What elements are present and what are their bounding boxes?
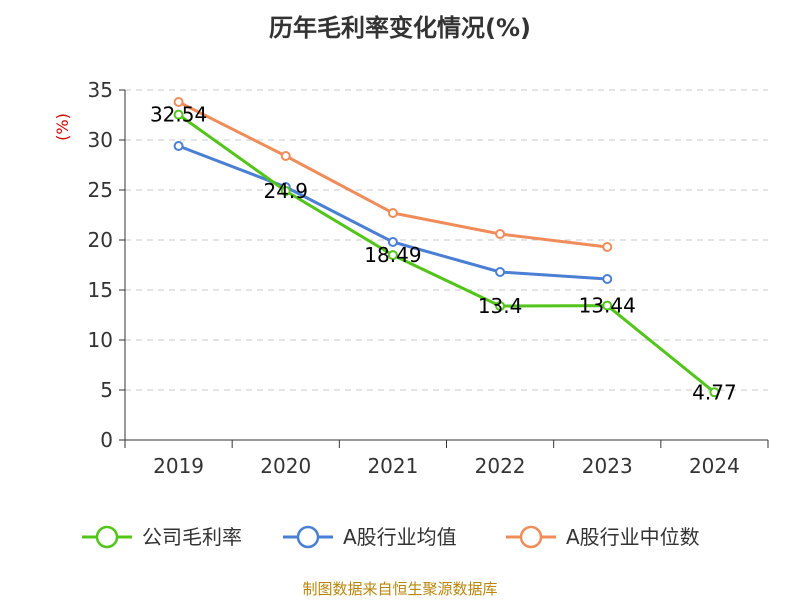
x-tick-label: 2022 — [475, 454, 526, 478]
legend-marker — [95, 525, 119, 549]
legend: 公司毛利率 A股行业均值 A股行业中位数 — [82, 525, 700, 549]
data-point — [173, 141, 184, 151]
y-tick-label: 20 — [88, 228, 113, 252]
y-tick-label: 30 — [88, 128, 113, 152]
x-tick-label: 2021 — [367, 454, 418, 478]
y-tick-label: 0 — [100, 428, 113, 452]
data-label: 32.54 — [150, 103, 207, 127]
legend-label: A股行业均值 — [343, 525, 457, 549]
data-point — [173, 109, 184, 120]
x-tick-label: 2024 — [689, 454, 740, 478]
legend-label: A股行业中位数 — [566, 525, 700, 549]
grid-lines — [125, 89, 768, 391]
series-line — [177, 113, 716, 394]
data-point — [495, 229, 506, 239]
data-labels: 32.54 24.9 18.49 13.4 13.44 4.77 — [150, 103, 737, 405]
y-tick-label: 5 — [100, 378, 113, 402]
data-point — [280, 151, 291, 161]
legend-marker — [519, 525, 543, 549]
y-tick-label: 15 — [88, 278, 113, 302]
data-point — [387, 208, 398, 218]
data-label: 13.44 — [579, 294, 636, 318]
data-point — [387, 237, 398, 247]
data-label: 24.9 — [263, 179, 308, 203]
data-point — [495, 267, 506, 277]
data-point — [602, 300, 613, 311]
data-point — [495, 301, 506, 311]
data-label: 18.49 — [364, 243, 421, 267]
data-point — [280, 186, 291, 196]
legend-label: 公司毛利率 — [142, 525, 242, 549]
y-axis-unit-label: (%) — [53, 113, 72, 141]
data-point — [602, 274, 613, 284]
y-tick-label: 35 — [88, 78, 113, 102]
source-note: 制图数据来自恒生聚源数据库 — [302, 580, 498, 598]
x-tick-label: 2020 — [260, 454, 311, 478]
data-label: 13.4 — [478, 294, 523, 318]
data-point — [387, 250, 398, 261]
series-line — [177, 100, 608, 249]
y-tick-label: 10 — [88, 328, 113, 352]
legend-marker — [296, 525, 320, 549]
x-tick-label: 2023 — [582, 454, 633, 478]
x-tick-label: 2019 — [153, 454, 204, 478]
data-point — [173, 97, 184, 107]
data-point — [709, 387, 720, 398]
y-tick-label: 25 — [88, 178, 113, 202]
series-lines — [173, 97, 720, 398]
data-point — [602, 242, 613, 252]
data-label: 4.77 — [692, 380, 737, 404]
chart-title: 历年毛利率变化情况(%) — [269, 14, 531, 42]
axes: 0 5 10 15 20 25 30 35 2019 2020 2021 2022 2023 2024 — [88, 78, 769, 478]
